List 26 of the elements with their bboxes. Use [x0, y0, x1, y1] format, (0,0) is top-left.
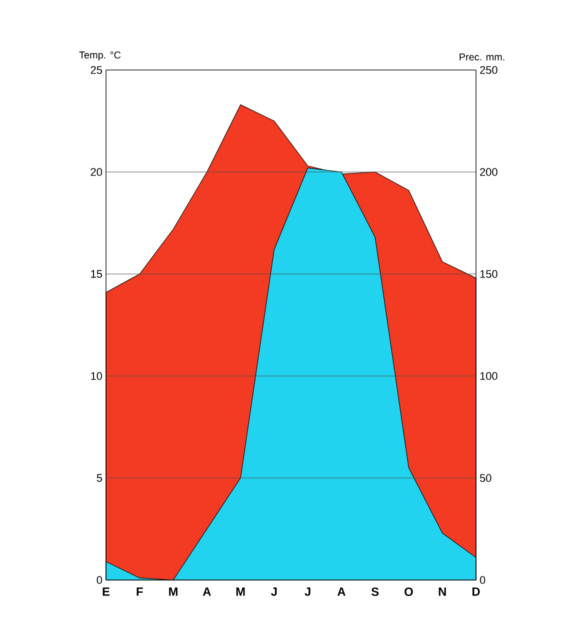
y2-axis-title: Prec. mm. — [460, 54, 504, 60]
y2-tick-label: 200 — [480, 168, 498, 176]
x-tick-label: M — [169, 588, 178, 596]
y-tick-label: 25 — [90, 66, 102, 74]
x-tick-label: S — [371, 588, 379, 596]
x-tick-label: E — [102, 588, 110, 596]
y-tick-label: 0 — [96, 576, 102, 584]
y-tick-label: 5 — [96, 474, 102, 482]
y-axis-title: Temp. °C — [79, 51, 121, 60]
x-tick-label: D — [472, 588, 480, 596]
x-tick-label: F — [136, 588, 143, 596]
y2-tick-label: 150 — [480, 270, 498, 278]
y-tick-label: 20 — [90, 168, 102, 176]
y-tick-label: 15 — [91, 270, 102, 278]
y2-tick-label: 50 — [480, 474, 492, 482]
y2-tick-label: 100 — [480, 372, 498, 380]
x-tick-label: A — [337, 588, 346, 596]
x-tick-label: J — [271, 588, 277, 596]
x-tick-label: J — [304, 588, 310, 596]
x-tick-label: A — [202, 588, 211, 596]
y-tick-label: 10 — [91, 372, 102, 380]
x-tick-label: M — [236, 588, 245, 596]
y2-tick-label: 250 — [480, 66, 498, 74]
x-tick-label: O — [404, 588, 413, 596]
x-tick-label: N — [438, 588, 446, 596]
y2-tick-label: 0 — [480, 576, 486, 584]
